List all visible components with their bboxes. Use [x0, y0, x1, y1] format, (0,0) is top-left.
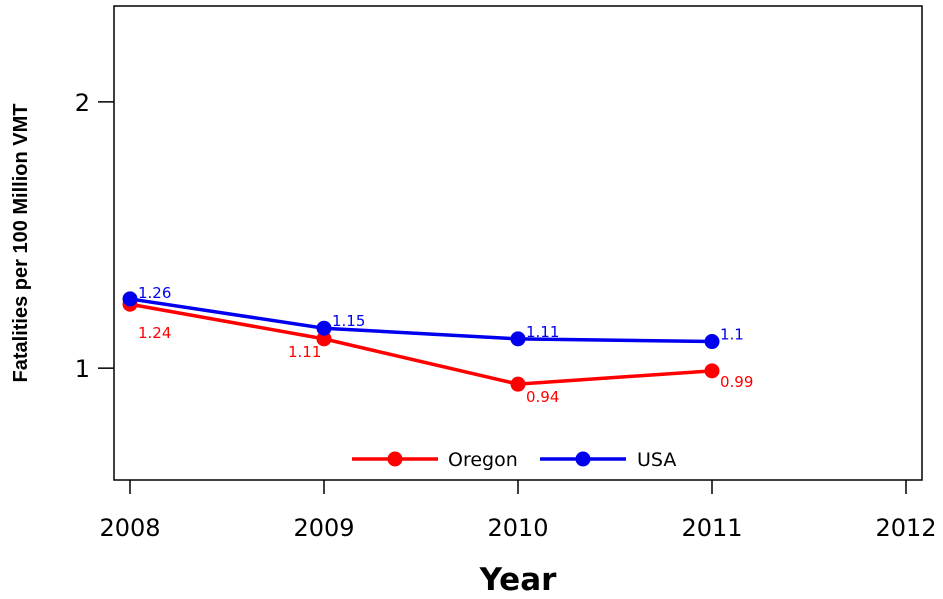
data-label-oregon-2011: 0.99	[720, 373, 753, 391]
data-label-oregon-2009: 1.11	[288, 343, 321, 361]
data-label-usa-2009: 1.15	[332, 312, 365, 330]
data-point-usa-2010	[510, 331, 526, 347]
axes: 2008 2009 2010 2011 2012 1 2	[75, 89, 937, 542]
legend-label-oregon: Oregon	[448, 449, 518, 471]
data-label-oregon-2010: 0.94	[526, 388, 559, 406]
y-axis-title: Fatalities per 100 Million VMT	[10, 104, 32, 383]
series-oregon: 1.24 1.11 0.94 0.99	[122, 296, 753, 406]
legend-marker-oregon	[387, 451, 403, 467]
plot-frame	[113, 5, 923, 481]
x-axis-title: Year	[479, 562, 558, 598]
data-label-usa-2011: 1.1	[720, 326, 744, 344]
series-layer: 1.24 1.11 0.94 0.99 1.26 1.15 1.11 1.1	[122, 284, 753, 406]
data-point-oregon-2009	[316, 331, 332, 347]
data-point-usa-2011	[704, 334, 720, 350]
data-point-oregon-2011	[704, 363, 720, 379]
legend: Oregon USA	[352, 449, 676, 471]
y-axis-title-group: Fatalities per 100 Million VMT	[10, 104, 32, 383]
legend-label-usa: USA	[637, 449, 676, 471]
x-tick-label-2009: 2009	[293, 514, 354, 542]
x-tick-label-2010: 2010	[487, 514, 548, 542]
y-tick-label-2: 2	[75, 89, 90, 117]
data-point-usa-2009	[316, 320, 332, 336]
series-line-oregon	[129, 302, 713, 386]
legend-marker-usa	[575, 451, 591, 467]
x-tick-label-2008: 2008	[99, 514, 160, 542]
x-tick-label-2011: 2011	[681, 514, 742, 542]
series-usa: 1.26 1.15 1.11 1.1	[122, 284, 744, 350]
data-point-oregon-2010	[510, 376, 526, 392]
data-label-oregon-2008: 1.24	[138, 324, 171, 342]
data-label-usa-2010: 1.11	[526, 323, 559, 341]
data-point-usa-2008	[122, 291, 138, 307]
data-label-usa-2008: 1.26	[138, 284, 171, 302]
y-tick-label-1: 1	[75, 355, 90, 383]
x-tick-label-2012: 2012	[875, 514, 936, 542]
series-line-usa	[129, 297, 713, 344]
